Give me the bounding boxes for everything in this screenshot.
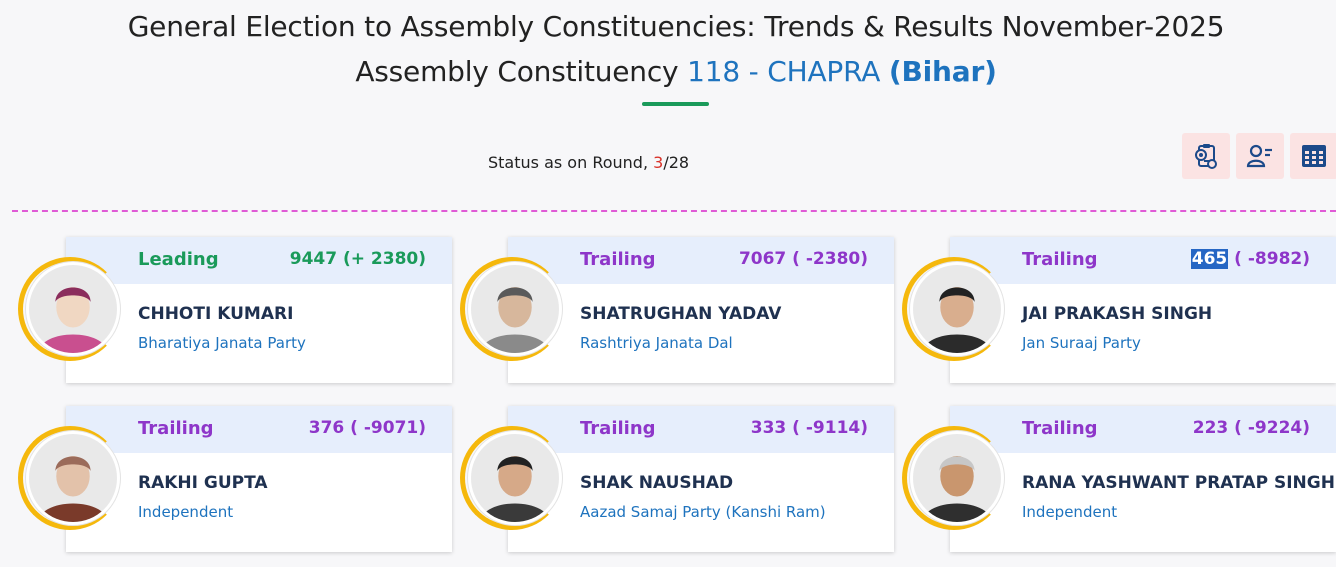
votes-margin: ( -8982) — [1228, 249, 1310, 269]
votes-value: 333 ( -9114) — [750, 418, 868, 438]
candidate-card-body: Trailing 465 ( -8982) JAI PRAKASH SINGH … — [950, 237, 1336, 383]
candidate-name[interactable]: JAI PRAKASH SINGH — [1022, 304, 1213, 324]
votes-value: 7067 ( -2380) — [738, 249, 868, 269]
candidate-photo-icon — [29, 434, 117, 522]
candidate-card[interactable]: Trailing 376 ( -9071) RAKHI GUPTA Indepe… — [18, 406, 452, 552]
candidate-votes: 223 ( -9224) — [1193, 418, 1310, 438]
candidate-list-button[interactable] — [1236, 133, 1284, 179]
candidate-avatar — [468, 431, 562, 525]
votes-value: 376 ( -9071) — [308, 418, 426, 438]
candidate-name[interactable]: RAKHI GUPTA — [138, 473, 268, 493]
votes-value: 9447 (+ 2380) — [289, 249, 426, 269]
candidate-party: Bharatiya Janata Party — [138, 334, 306, 352]
candidate-party: Independent — [1022, 503, 1118, 521]
state-name: (Bihar) — [888, 55, 997, 88]
candidate-card-body: Trailing 333 ( -9114) SHAK NAUSHAD Aazad… — [508, 406, 894, 552]
avatar-ring — [460, 257, 564, 361]
table-grid-icon — [1302, 145, 1326, 167]
candidate-card-header: Trailing 7067 ( -2380) — [508, 237, 894, 284]
candidate-party: Rashtriya Janata Dal — [580, 334, 733, 352]
constituency-title: Assembly Constituency 118 - CHAPRA (Biha… — [0, 55, 1336, 88]
candidate-status: Trailing — [580, 249, 656, 270]
candidate-status: Trailing — [1022, 418, 1098, 439]
candidate-name[interactable]: RANA YASHWANT PRATAP SINGH — [1022, 473, 1335, 493]
candidate-photo-icon — [913, 265, 1001, 353]
current-round: 3 — [653, 153, 664, 172]
candidate-card-header: Trailing 223 ( -9224) — [950, 406, 1336, 453]
candidate-card[interactable]: Trailing 223 ( -9224) RANA YASHWANT PRAT… — [902, 406, 1336, 552]
candidate-name[interactable]: SHATRUGHAN YADAV — [580, 304, 782, 324]
constituency-prefix: Assembly Constituency — [355, 55, 679, 88]
candidate-status: Leading — [138, 249, 219, 270]
candidate-avatar — [910, 431, 1004, 525]
candidate-card[interactable]: Leading 9447 (+ 2380) CHHOTI KUMARI Bhar… — [18, 237, 452, 383]
round-separator: / — [663, 153, 669, 172]
candidate-photo-icon — [913, 434, 1001, 522]
candidate-party: Aazad Samaj Party (Kanshi Ram) — [580, 503, 826, 521]
candidate-status: Trailing — [580, 418, 656, 439]
candidate-name[interactable]: SHAK NAUSHAD — [580, 473, 734, 493]
votes-highlight: 465 — [1190, 249, 1229, 269]
candidate-photo-icon — [471, 434, 559, 522]
candidate-votes: 9447 (+ 2380) — [290, 249, 426, 269]
candidate-party: Jan Suraaj Party — [1022, 334, 1141, 352]
candidate-card-header: Trailing 376 ( -9071) — [66, 406, 452, 453]
candidate-card[interactable]: Trailing 465 ( -8982) JAI PRAKASH SINGH … — [902, 237, 1336, 383]
candidate-card-header: Trailing 465 ( -8982) — [950, 237, 1336, 284]
candidate-avatar — [26, 431, 120, 525]
candidate-photo-icon — [471, 265, 559, 353]
title-underline — [642, 102, 709, 106]
total-rounds: 28 — [668, 153, 690, 172]
avatar-ring — [460, 426, 564, 530]
candidate-avatar — [468, 262, 562, 356]
candidate-card-header: Leading 9447 (+ 2380) — [66, 237, 452, 284]
candidate-status: Trailing — [1022, 249, 1098, 270]
candidate-status: Trailing — [138, 418, 214, 439]
result-sheet-button[interactable] — [1182, 133, 1230, 179]
result-sheet-icon — [1195, 144, 1217, 169]
candidate-list-icon — [1246, 144, 1272, 168]
page-title: General Election to Assembly Constituenc… — [127, 10, 1225, 43]
table-view-button[interactable] — [1290, 133, 1336, 179]
candidate-votes: 7067 ( -2380) — [739, 249, 868, 269]
candidate-card-body: Trailing 7067 ( -2380) SHATRUGHAN YADAV … — [508, 237, 894, 383]
candidate-avatar — [26, 262, 120, 356]
candidate-votes: 376 ( -9071) — [309, 418, 426, 438]
status-label: Status as on Round, — [488, 153, 649, 172]
candidate-card-body: Trailing 223 ( -9224) RANA YASHWANT PRAT… — [950, 406, 1336, 552]
candidate-card-header: Trailing 333 ( -9114) — [508, 406, 894, 453]
avatar-ring — [18, 257, 122, 361]
candidate-card-body: Trailing 376 ( -9071) RAKHI GUPTA Indepe… — [66, 406, 452, 552]
candidate-card[interactable]: Trailing 7067 ( -2380) SHATRUGHAN YADAV … — [460, 237, 894, 383]
candidate-card[interactable]: Trailing 333 ( -9114) SHAK NAUSHAD Aazad… — [460, 406, 894, 552]
constituency-name: 118 - CHAPRA — [687, 55, 881, 88]
candidate-card-body: Leading 9447 (+ 2380) CHHOTI KUMARI Bhar… — [66, 237, 452, 383]
candidate-name[interactable]: CHHOTI KUMARI — [138, 304, 294, 324]
avatar-ring — [18, 426, 122, 530]
votes-value: 223 ( -9224) — [1192, 418, 1310, 438]
avatar-ring — [902, 426, 1006, 530]
candidate-party: Independent — [138, 503, 234, 521]
section-divider — [12, 210, 1336, 212]
candidate-photo-icon — [29, 265, 117, 353]
candidate-votes: 465 ( -8982) — [1190, 249, 1310, 269]
candidate-votes: 333 ( -9114) — [751, 418, 868, 438]
avatar-ring — [902, 257, 1006, 361]
round-status: Status as on Round, 3/28 — [488, 153, 689, 172]
candidate-avatar — [910, 262, 1004, 356]
